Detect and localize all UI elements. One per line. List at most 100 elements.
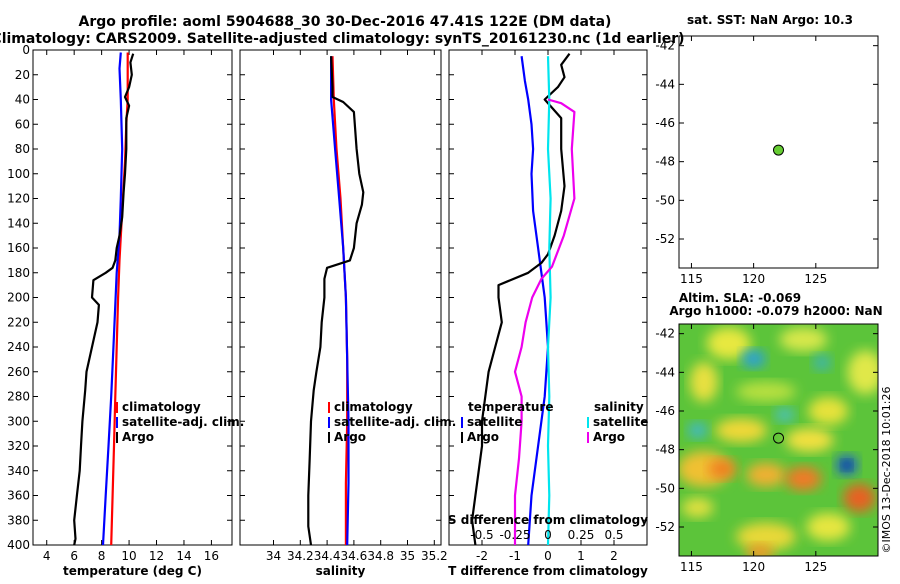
heatmap-background <box>679 324 878 556</box>
x-tick-label: 125 <box>804 272 827 286</box>
sla-map-title-line2: Argo h1000: -0.079 h2000: NaN <box>669 304 882 318</box>
s-tick-label: -0.5 <box>470 528 493 542</box>
y-tick-label: 120 <box>7 192 30 206</box>
series-line-satellite-adj-clim- <box>101 52 124 546</box>
heatmap-blob <box>736 522 797 551</box>
heatmap-blob <box>779 327 828 352</box>
x-tick-label: 6 <box>70 549 78 563</box>
y-tick-label: 380 <box>7 513 30 527</box>
x-tick-label: 115 <box>680 272 703 286</box>
heatmap-blob <box>774 407 795 422</box>
x-tick-label: 34.4 <box>314 549 341 563</box>
difference-panel: -2 -1 0 1 2T difference from climatology -0.5… <box>448 49 648 578</box>
x-tick-label: 35 <box>400 549 415 563</box>
x-axis-label: temperature (deg C) <box>63 564 202 578</box>
y-tick-label: 60 <box>15 117 30 131</box>
y-tick-label: -46 <box>655 404 675 418</box>
heatmap-blob <box>813 354 832 371</box>
series-line-argo <box>73 53 135 546</box>
y-tick-label: 400 <box>7 538 30 552</box>
s-tick-label: 0 <box>544 528 552 542</box>
legend-label: climatology <box>334 400 413 414</box>
heatmap-blob <box>847 350 878 395</box>
legend-label: Argo <box>334 430 366 444</box>
series-line-t-satellite <box>520 56 550 546</box>
series-line-satellite-adj-clim- <box>330 56 350 546</box>
x-tick-label: 4 <box>43 549 51 563</box>
x-tick-label: 34 <box>266 549 281 563</box>
y-tick-label: -44 <box>655 77 675 91</box>
x-tick-label: 120 <box>742 560 765 574</box>
heatmap-blob <box>841 460 852 471</box>
s-tick-label: 0.25 <box>568 528 595 542</box>
y-tick-label: -44 <box>655 365 675 379</box>
s-tick-label: -0.25 <box>499 528 530 542</box>
heatmap-blob <box>687 422 708 439</box>
heatmap-blob <box>843 484 876 512</box>
heatmap-blob <box>785 428 834 452</box>
y-tick-label: 40 <box>15 93 30 107</box>
legend-label: satellite-adj. clim. <box>122 415 244 429</box>
legend-label: Argo <box>467 430 499 444</box>
map-frame <box>678 35 879 269</box>
y-tick-label: -50 <box>655 193 675 207</box>
x-tick-label: 34.8 <box>367 549 394 563</box>
y-tick-label: -52 <box>655 232 675 246</box>
heatmap-blob <box>706 327 751 360</box>
x-tick-label: 115 <box>680 560 703 574</box>
y-tick-label: 180 <box>7 266 30 280</box>
plot-frame <box>239 49 442 546</box>
y-tick-label: 20 <box>15 68 30 82</box>
y-tick-label: 260 <box>7 365 30 379</box>
x-tick-label: -1 <box>509 549 521 563</box>
x-tick-label: 35.2 <box>421 549 448 563</box>
y-tick-label: 100 <box>7 167 30 181</box>
y-tick-label: 80 <box>15 142 30 156</box>
y-tick-label: 0 <box>22 43 30 57</box>
figure-title-line1: Argo profile: aoml 5904688_30 30-Dec-201… <box>79 14 612 30</box>
x-axis-label: salinity <box>316 564 366 578</box>
temperature-panel: 4 6 8 10 12 14 1602040608010012014016018020022… <box>7 43 244 578</box>
heatmap-blob <box>746 462 787 487</box>
legend-label: Argo <box>122 430 154 444</box>
heatmap-blob <box>708 459 737 479</box>
sla-map-panel: 115 120 125 -42 -44 -46 -48 -50 -52 Altim. SLA: -… <box>655 291 882 574</box>
y-tick-label: -42 <box>655 39 675 53</box>
legend-label: satellite <box>467 415 522 429</box>
x-tick-label: 34.6 <box>341 549 368 563</box>
map-frame <box>678 323 879 557</box>
legend-label: Argo <box>593 430 625 444</box>
legend-label: satellite-adj. clim. <box>334 415 456 429</box>
y-tick-label: 360 <box>7 489 30 503</box>
heatmap-blob <box>806 513 851 541</box>
y-tick-label: 160 <box>7 241 30 255</box>
heatmap-blob <box>681 497 714 518</box>
sst-map-title: sat. SST: NaN Argo: 10.3 <box>687 13 853 27</box>
heatmap-blob <box>715 418 768 443</box>
sla-map-title-line1: Altim. SLA: -0.069 <box>679 291 801 305</box>
x-tick-label: 14 <box>176 549 191 563</box>
legend-label: satellite <box>593 415 648 429</box>
x-tick-label: 1 <box>577 549 585 563</box>
y-tick-label: 340 <box>7 464 30 478</box>
y-tick-label: 280 <box>7 390 30 404</box>
y-tick-label: -46 <box>655 116 675 130</box>
series-line-s-argo <box>513 98 576 545</box>
y-tick-label: 240 <box>7 340 30 354</box>
heatmap-blob <box>785 466 822 491</box>
x-tick-label: 34.2 <box>287 549 314 563</box>
heatmap-blob <box>808 397 849 425</box>
heatmap-blob <box>689 362 718 402</box>
series-line-s-satellite <box>546 56 552 546</box>
series-line-t-argo <box>471 53 571 546</box>
heatmap-blob <box>736 381 797 402</box>
s-tick-label: 0.5 <box>604 528 623 542</box>
heatmap-blob <box>745 544 774 556</box>
y-tick-label: 200 <box>7 291 30 305</box>
y-tick-label: -48 <box>655 155 675 169</box>
x-axis-label: T difference from climatology <box>448 564 648 578</box>
y-tick-label: -42 <box>655 327 675 341</box>
x-tick-label: 16 <box>204 549 219 563</box>
x-tick-label: 120 <box>742 272 765 286</box>
